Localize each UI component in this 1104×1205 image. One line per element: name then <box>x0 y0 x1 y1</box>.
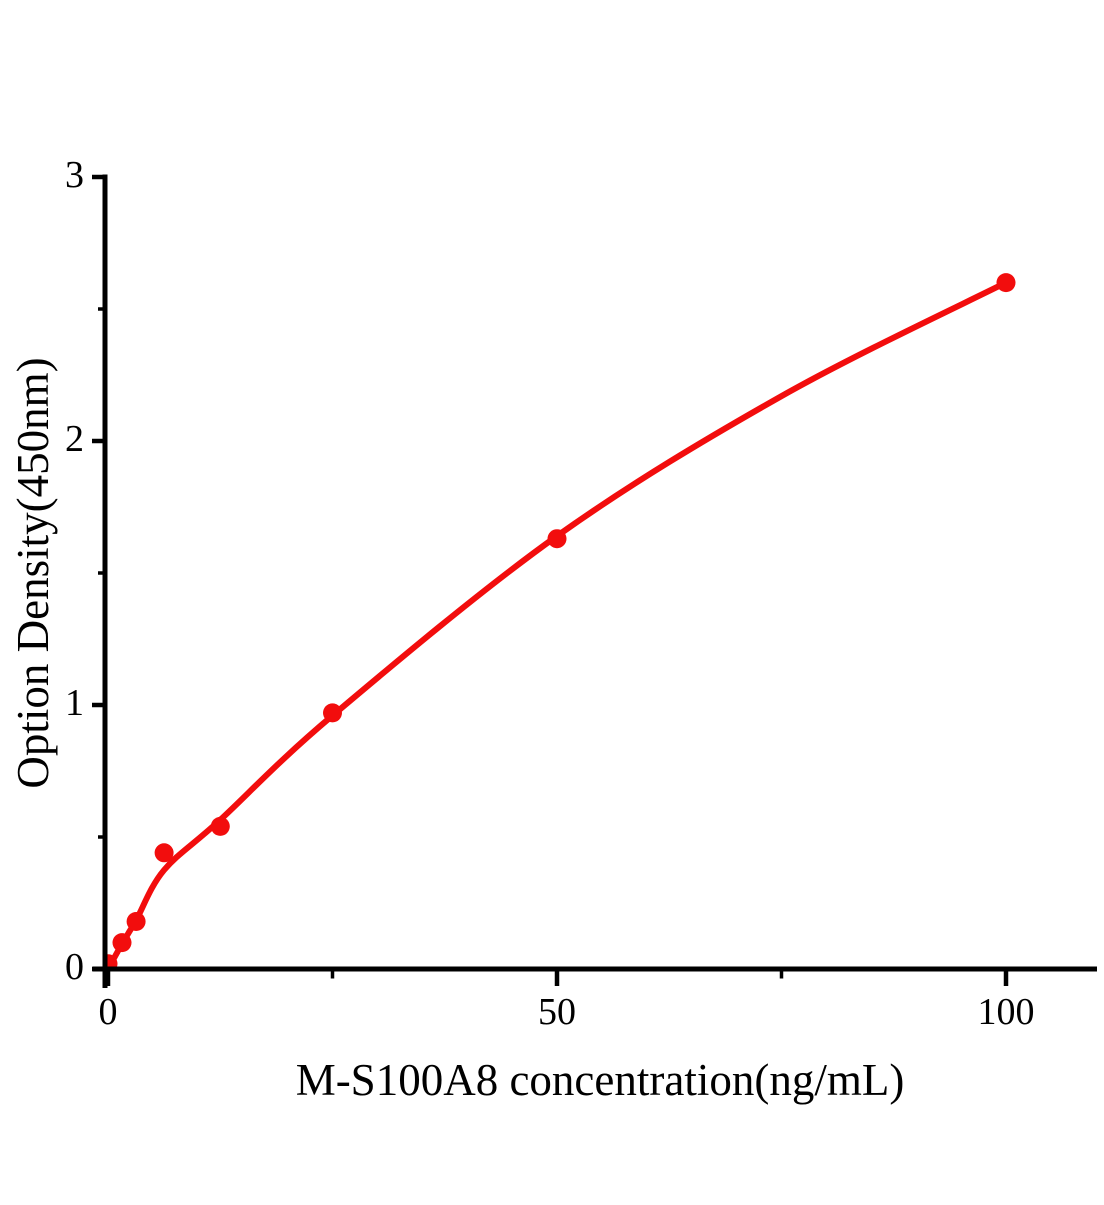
x-tick-label: 0 <box>99 991 118 1033</box>
x-axis-ticks <box>105 969 1009 986</box>
y-tick-label: 0 <box>65 946 84 988</box>
x-axis-title: M-S100A8 concentration(ng/mL) <box>296 1055 905 1105</box>
x-tick-label: 50 <box>538 991 576 1033</box>
series-standard-curve <box>107 273 1016 967</box>
data-point-marker <box>107 954 118 967</box>
data-point-marker <box>996 273 1016 293</box>
data-point-marker <box>112 933 132 953</box>
y-axis: 0 1 2 3 <box>65 154 108 988</box>
data-point-marker <box>547 529 567 549</box>
data-point-marker <box>210 816 230 836</box>
y-tick-label: 1 <box>65 682 84 724</box>
data-points <box>107 273 1016 967</box>
y-axis-tick-labels: 0 1 2 3 <box>65 154 84 988</box>
x-axis-tick-labels: 0 50 100 <box>99 991 1035 1033</box>
fit-curve-line <box>107 279 1009 967</box>
data-point-marker <box>126 912 146 931</box>
y-axis-title: Option Density(450nm) <box>8 357 58 788</box>
x-tick-label: 100 <box>978 991 1035 1033</box>
y-tick-label: 3 <box>65 154 84 196</box>
y-tick-label: 2 <box>65 418 84 460</box>
data-point-marker <box>323 703 342 723</box>
data-point-marker <box>154 843 174 863</box>
x-axis: 0 50 100 <box>92 966 1097 1033</box>
